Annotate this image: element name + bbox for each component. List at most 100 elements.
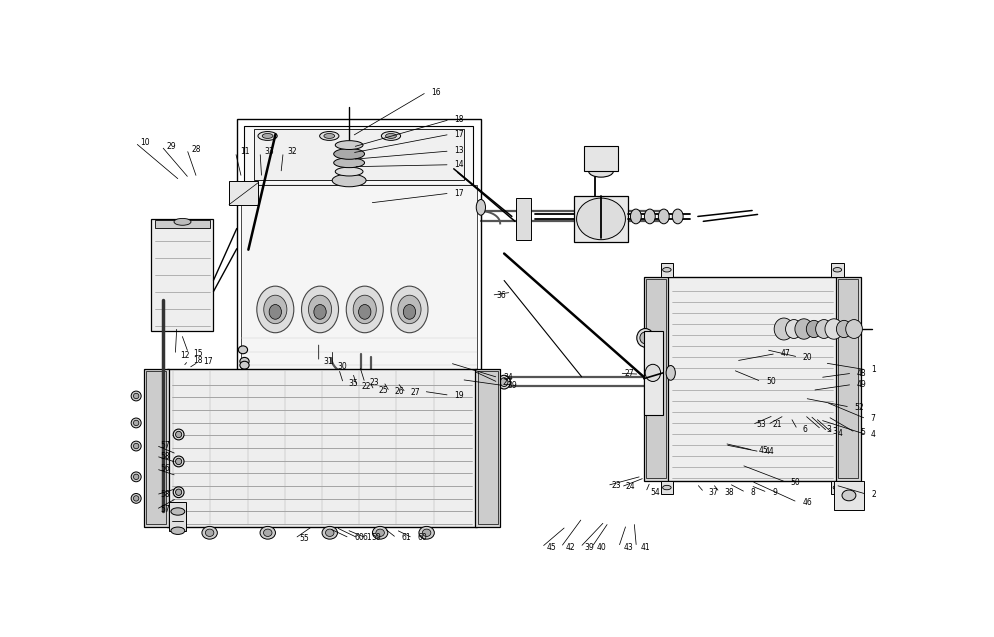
Ellipse shape [175,458,182,464]
Text: 36: 36 [496,290,505,299]
Ellipse shape [131,441,141,451]
Text: 50: 50 [765,377,775,386]
Ellipse shape [133,474,139,480]
Bar [583,146,617,171]
Text: 55: 55 [299,534,309,543]
Text: 14: 14 [454,161,463,169]
Bar [253,129,463,180]
Text: 41: 41 [640,543,650,552]
Text: 23: 23 [503,378,512,387]
Bar [643,331,662,415]
Ellipse shape [576,198,625,240]
Ellipse shape [836,320,851,338]
Ellipse shape [333,158,364,168]
Ellipse shape [171,527,185,534]
Ellipse shape [240,357,248,365]
Bar [830,263,843,276]
Text: 12: 12 [180,350,189,359]
Text: 53: 53 [756,420,765,429]
Ellipse shape [639,332,650,344]
Ellipse shape [500,378,508,387]
Bar [660,263,672,276]
Text: 10: 10 [139,138,149,147]
Ellipse shape [332,174,366,187]
Text: 2: 2 [871,490,876,499]
Text: 61: 61 [401,534,411,543]
Ellipse shape [376,529,384,536]
Ellipse shape [173,487,184,497]
Bar [574,196,627,242]
Ellipse shape [313,304,326,319]
Text: 54: 54 [650,488,659,497]
Text: 6: 6 [801,425,806,434]
Text: 18: 18 [193,356,203,365]
Bar [167,369,476,527]
Text: 61: 61 [362,534,372,543]
Ellipse shape [841,490,855,501]
Bar [477,371,497,524]
Ellipse shape [335,141,363,150]
Ellipse shape [173,456,184,467]
Bar [643,276,668,481]
Ellipse shape [636,329,653,347]
Text: 16: 16 [430,88,440,97]
Text: 27: 27 [411,389,419,397]
Text: 52: 52 [854,403,864,412]
Text: 22: 22 [362,382,371,391]
Ellipse shape [346,286,383,333]
Ellipse shape [308,295,331,324]
Text: 21: 21 [771,420,781,429]
Text: 58: 58 [160,490,170,499]
Text: 4: 4 [870,430,875,439]
Ellipse shape [333,148,364,159]
Ellipse shape [665,366,675,380]
Ellipse shape [497,375,510,389]
Text: 50: 50 [790,478,799,487]
Ellipse shape [268,304,281,319]
Ellipse shape [322,526,337,539]
Ellipse shape [133,393,139,399]
Text: 34: 34 [503,373,512,382]
Text: 31: 31 [323,357,333,366]
Text: 1: 1 [870,365,875,375]
Text: 39: 39 [507,381,517,390]
Text: 3: 3 [831,427,836,436]
Ellipse shape [358,304,371,319]
Bar [241,185,476,403]
Ellipse shape [131,418,141,428]
Bar [229,181,258,204]
Text: 27: 27 [623,369,633,378]
Ellipse shape [381,132,401,140]
Ellipse shape [391,286,427,333]
Ellipse shape [372,526,388,539]
Text: 23: 23 [611,481,620,490]
Ellipse shape [824,318,842,339]
Text: 46: 46 [801,497,811,506]
Ellipse shape [263,295,286,324]
Text: 19: 19 [454,390,463,400]
Text: 56: 56 [160,464,170,473]
Text: 7: 7 [870,414,875,424]
Text: 17: 17 [454,189,463,197]
Text: 9: 9 [771,488,776,497]
Bar [169,503,186,531]
Bar [837,279,858,478]
Ellipse shape [131,494,141,503]
Ellipse shape [644,364,660,382]
Ellipse shape [845,320,862,338]
Bar [151,219,214,331]
Ellipse shape [202,526,217,539]
Ellipse shape [133,443,139,448]
Ellipse shape [263,529,271,536]
Ellipse shape [325,529,334,536]
Ellipse shape [319,132,339,140]
Bar [155,220,210,227]
Text: 24: 24 [625,482,634,492]
Ellipse shape [205,529,214,536]
Bar [146,371,166,524]
Text: 59: 59 [371,534,381,543]
Bar [645,279,665,478]
Ellipse shape [418,526,434,539]
Bar [835,276,860,481]
Ellipse shape [240,361,248,369]
